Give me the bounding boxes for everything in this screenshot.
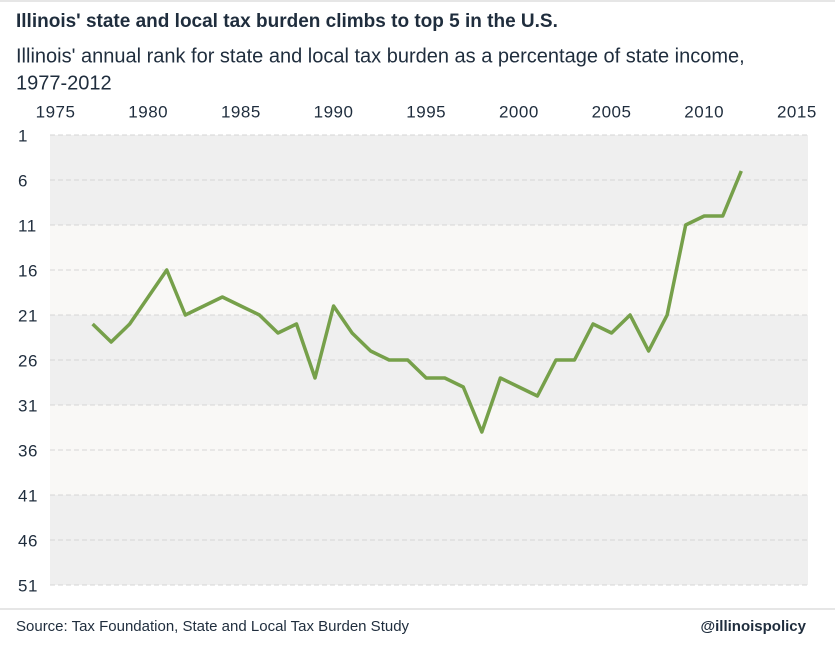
y-tick-label: 41 xyxy=(18,486,38,505)
band xyxy=(50,315,808,360)
line xyxy=(91,170,743,434)
band xyxy=(50,180,808,225)
y-tick-label: 26 xyxy=(18,351,38,370)
x-tick-label: 2005 xyxy=(592,102,632,121)
y-tick-label: 11 xyxy=(18,216,37,235)
x-tick-label: 2015 xyxy=(777,102,817,121)
chart-subtitle: 1977-2012 xyxy=(16,72,112,94)
y-tick-label: 46 xyxy=(18,531,38,550)
band xyxy=(50,540,808,585)
band xyxy=(50,495,808,540)
y-tick-label: 36 xyxy=(18,441,38,460)
x-tick-label: 1985 xyxy=(221,102,261,121)
y-tick-label: 1 xyxy=(18,126,28,145)
x-tick-label: 1975 xyxy=(36,102,76,121)
chart-title: Illinois' state and local tax burden cli… xyxy=(16,11,558,32)
band xyxy=(50,360,808,405)
x-tick-label: 1995 xyxy=(406,102,446,121)
x-tick-label: 1980 xyxy=(128,102,168,121)
band xyxy=(50,405,808,450)
y-tick-label: 16 xyxy=(18,261,38,280)
x-tick-label: 2010 xyxy=(684,102,724,121)
x-tick-label: 1990 xyxy=(314,102,354,121)
y-tick-label: 21 xyxy=(18,306,38,325)
band xyxy=(50,225,808,270)
y-tick-label: 31 xyxy=(18,396,38,415)
chart-subtitle: Illinois' annual rank for state and loca… xyxy=(16,45,745,67)
credit: @illinoispolicy xyxy=(701,618,807,635)
x-tick-label: 2000 xyxy=(499,102,539,121)
band xyxy=(50,135,808,180)
y-tick-label: 6 xyxy=(18,171,28,190)
y-tick-label: 51 xyxy=(18,576,38,595)
band xyxy=(50,450,808,495)
source: Source: Tax Foundation, State and Local … xyxy=(16,618,410,635)
